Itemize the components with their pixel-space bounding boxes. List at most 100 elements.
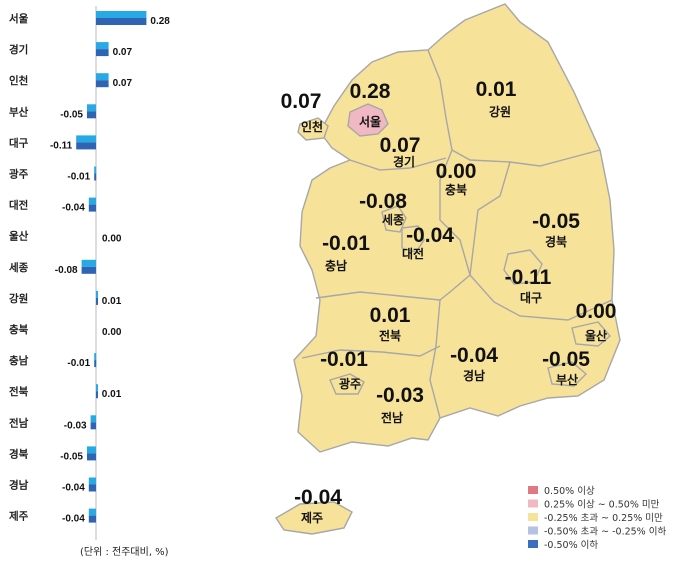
map-region-label-jeonbuk: 전북 xyxy=(379,328,401,343)
map-region-label-gangwon: 강원 xyxy=(489,105,511,119)
map-region-label-busan: 부산 xyxy=(556,372,578,387)
bar-value-label: -0.01 xyxy=(67,358,90,369)
region-daegu xyxy=(503,249,543,285)
bar-dark xyxy=(87,111,96,119)
map-value-gyeongbuk: -0.05 xyxy=(532,210,580,233)
category-label: 제주 xyxy=(9,510,29,523)
legend-swatch xyxy=(528,486,538,494)
bar-value-label: 0.07 xyxy=(113,78,133,89)
bar-value-label: 0.01 xyxy=(102,389,122,400)
category-label: 전북 xyxy=(9,385,29,398)
region-busan xyxy=(547,361,588,387)
map-value-jeju: -0.04 xyxy=(294,486,342,509)
bar-dark xyxy=(94,173,97,181)
bar-value-label: -0.01 xyxy=(67,172,90,183)
map-value-daejeon: -0.04 xyxy=(406,224,454,247)
bar-dark xyxy=(90,422,96,430)
boundary-gyeongbuk xyxy=(469,161,613,321)
bar-light xyxy=(96,11,147,18)
region-sejong xyxy=(381,205,407,233)
bar-value-label: -0.08 xyxy=(55,265,78,276)
category-label: 대전 xyxy=(9,199,28,212)
category-label: 부산 xyxy=(9,105,29,118)
map-region-label-incheon: 인천 xyxy=(301,119,323,134)
bar-dark xyxy=(76,142,96,150)
bar-light xyxy=(90,415,96,423)
map-value-jeonnam: -0.03 xyxy=(376,384,424,407)
map-region-label-jeonnam: 전남 xyxy=(381,410,403,425)
map-region-label-seoul: 서울 xyxy=(359,114,381,129)
category-label: 세종 xyxy=(9,261,29,274)
legend-swatch xyxy=(528,526,538,535)
legend-label: -0.50% 이하 xyxy=(544,539,598,551)
bar-dark xyxy=(94,360,97,368)
bar-value-label: 0.01 xyxy=(102,296,122,307)
boundary-jeonbuk-jeonnam xyxy=(301,345,441,359)
boundary-gyeonggi-gangwon xyxy=(427,49,601,167)
boundary-chungbuk xyxy=(439,149,471,301)
region-gwangju xyxy=(329,373,365,395)
bar-dark xyxy=(96,297,98,305)
bar-light xyxy=(94,166,97,174)
category-label: 울산 xyxy=(9,230,29,243)
bar-light xyxy=(81,259,96,267)
legend-label: 0.25% 이상 ~ 0.50% 미만 xyxy=(544,500,660,511)
bar-value-label: -0.05 xyxy=(60,109,83,120)
map-region-label-gyeongbuk: 경북 xyxy=(545,235,567,249)
bar-dark xyxy=(81,266,96,274)
legend-label: 0.50% 이상 xyxy=(544,486,595,497)
bar-chart: 서울 0.28 경기 0.07 인천 0.07 부산 -0.05 대구 -0.11 광주 -0.01 대… xyxy=(9,6,170,540)
map-value-incheon: 0.07 xyxy=(281,90,322,113)
category-label: 대구 xyxy=(9,136,29,149)
map-value-daegu: -0.11 xyxy=(505,266,552,289)
category-label: 광주 xyxy=(9,169,29,181)
bar-light xyxy=(87,446,96,454)
bar-value-label: -0.05 xyxy=(60,451,83,462)
unit-note: (단위 : 전주대비, %) xyxy=(80,545,169,558)
map-region-label-chungbuk: 충북 xyxy=(445,182,467,197)
bar-light xyxy=(96,384,98,392)
bar-value-label: 0.00 xyxy=(102,327,122,338)
bar-light xyxy=(94,353,97,361)
bar-light xyxy=(88,477,96,485)
bar-value-label: 0.28 xyxy=(150,16,170,27)
category-label: 서울 xyxy=(9,12,29,25)
legend-label: -0.25% 초과 ~ 0.25% 미만 xyxy=(544,513,663,524)
bar-value-label: -0.04 xyxy=(62,483,85,494)
bar-dark xyxy=(88,515,96,523)
bar-light xyxy=(76,135,96,143)
legend-label: -0.50% 초과 ~ -0.25% 이하 xyxy=(544,526,666,538)
region-jeju xyxy=(275,501,353,535)
map-region-label-sejong: 세종 xyxy=(382,212,404,227)
map-region-label-jeju: 제주 xyxy=(301,511,323,525)
legend-swatch xyxy=(528,499,538,508)
map-region-label-gyeonggi: 경기 xyxy=(393,154,415,169)
legend-swatch xyxy=(528,513,538,521)
map-region-label-ulsan: 울산 xyxy=(585,328,607,343)
region-daejeon xyxy=(401,225,425,253)
bar-value-label: 0.00 xyxy=(102,234,122,245)
bar-light xyxy=(96,290,98,298)
category-label: 강원 xyxy=(9,292,28,305)
map-value-busan: -0.05 xyxy=(542,348,590,371)
map-value-gyeonggi: 0.07 xyxy=(380,134,421,157)
category-label: 경기 xyxy=(9,43,28,56)
category-label: 경남 xyxy=(9,479,29,492)
category-label: 전남 xyxy=(9,416,29,429)
category-label: 인천 xyxy=(9,74,28,87)
map-region-label-chungnam: 충남 xyxy=(325,258,347,273)
boundary-chungnam-jeonbuk xyxy=(315,291,441,301)
legend: 0.50% 이상 0.25% 이상 ~ 0.50% 미만 -0.25% 초과 ~ 0… xyxy=(528,486,666,551)
bar-value-label: 0.07 xyxy=(113,47,133,58)
map-value-chungnam: -0.01 xyxy=(322,232,370,255)
map-region-label-daegu: 대구 xyxy=(520,291,542,305)
bar-light xyxy=(96,42,109,50)
legend-swatch xyxy=(528,540,538,548)
map-value-gwangju: -0.01 xyxy=(320,348,368,371)
korea-map: 0.28서울0.07인천0.07경기0.01강원0.00충북-0.08세종-0.… xyxy=(275,3,621,535)
bar-light xyxy=(88,508,96,516)
bar-dark xyxy=(88,204,96,212)
region-seoul xyxy=(347,103,389,137)
bar-value-label: -0.04 xyxy=(62,514,85,525)
